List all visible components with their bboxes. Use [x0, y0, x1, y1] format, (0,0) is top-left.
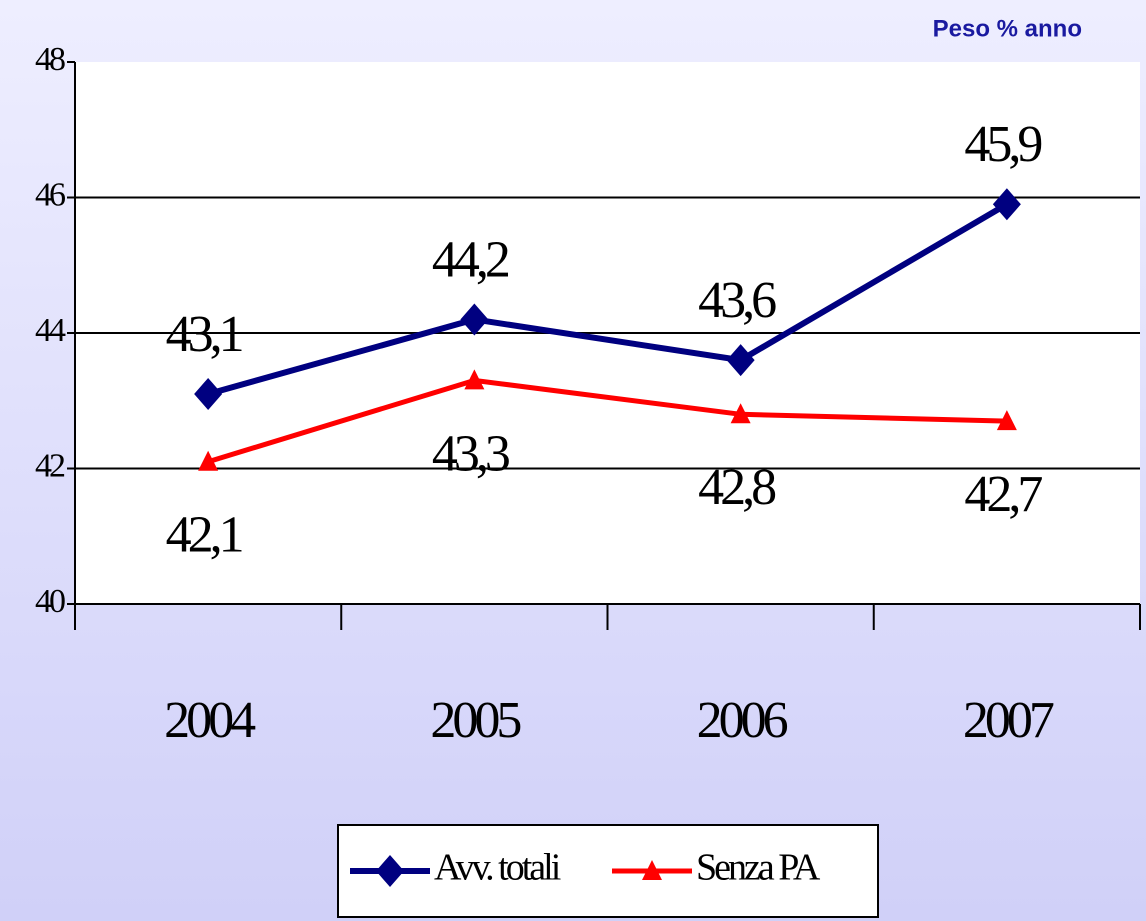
marker [726, 344, 755, 377]
marker [376, 855, 404, 887]
x-tick-label: 2006 [697, 692, 788, 749]
y-tick-label: 42 [35, 447, 65, 484]
series-line [207, 201, 1009, 397]
data-label: 44,2 [432, 231, 509, 288]
data-label: 43,1 [166, 306, 242, 363]
series-line [207, 377, 1007, 465]
data-label: 42,8 [698, 459, 776, 516]
marker [460, 303, 489, 336]
x-tick-label: 2007 [963, 692, 1054, 749]
legend-label: Senza PA [696, 847, 821, 889]
data-label: 43,3 [432, 425, 509, 482]
y-tick-label: 46 [35, 176, 65, 213]
x-tick-label: 2004 [164, 692, 256, 749]
y-tick-label: 48 [35, 41, 65, 78]
y-tick-label: 40 [35, 583, 65, 620]
data-label: 45,9 [964, 116, 1041, 173]
y-tick-label: 44 [35, 312, 66, 349]
marker [996, 410, 1017, 431]
marker [730, 403, 751, 424]
marker [194, 377, 223, 410]
marker [464, 369, 485, 390]
marker [642, 860, 662, 880]
data-label: 42,1 [166, 507, 242, 564]
legend-label: Avv. totali [434, 847, 561, 889]
subtitle: Peso % anno [933, 15, 1082, 42]
marker [198, 450, 219, 471]
data-label: 43,6 [698, 272, 776, 329]
marker [992, 188, 1021, 221]
x-tick-label: 2005 [430, 692, 520, 749]
data-label: 42,7 [964, 466, 1042, 523]
